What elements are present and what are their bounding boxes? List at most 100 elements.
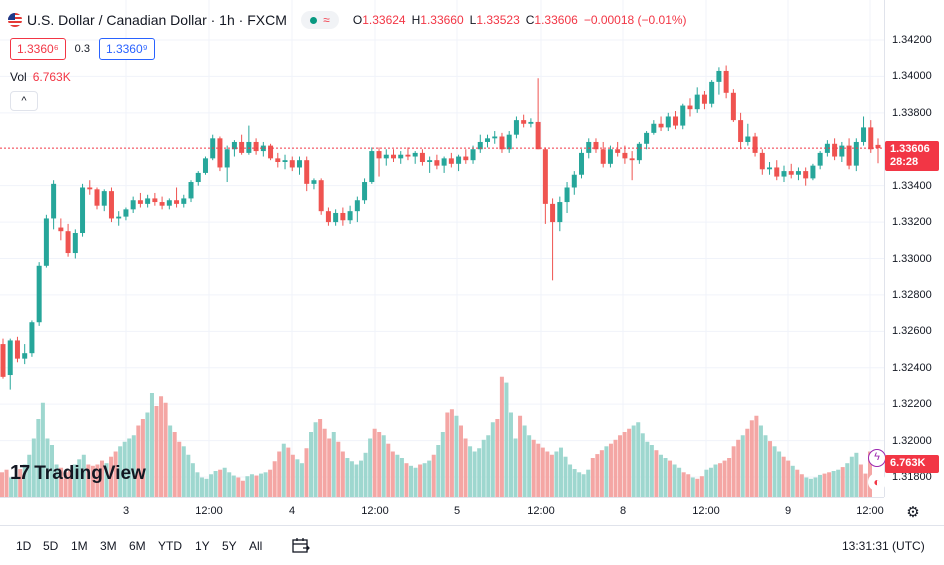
candle-up <box>166 200 172 206</box>
volume-bar <box>531 439 536 497</box>
candle-down <box>759 152 765 170</box>
volume-bar <box>413 467 418 497</box>
candle-up <box>282 160 288 162</box>
volume-bar <box>486 435 491 497</box>
volume-bar <box>27 454 32 497</box>
range-button-3m[interactable]: 3M <box>100 539 117 553</box>
volume-bar <box>645 441 650 497</box>
time-axis[interactable]: 3 12:00 4 12:00 5 12:00 8 12:00 9 12:00 <box>0 497 884 525</box>
candle-down <box>593 141 599 150</box>
range-button-1d[interactable]: 1D <box>16 539 32 553</box>
change-value: −0.00018 (−0.01%) <box>583 13 687 27</box>
volume-bar <box>304 448 309 497</box>
candle-up <box>72 233 78 254</box>
candle-up <box>398 154 404 159</box>
volume-bar <box>90 465 95 497</box>
volume-bar <box>758 425 763 497</box>
range-button-ytd[interactable]: YTD <box>158 539 182 553</box>
market-status[interactable]: ≈ <box>300 11 339 29</box>
volume-bar <box>186 454 191 497</box>
range-button-5d[interactable]: 5D <box>43 539 59 553</box>
volume-bar <box>254 475 259 497</box>
candle-down <box>629 158 635 161</box>
volume-legend: Vol 6.763K <box>10 70 71 84</box>
candlestick-chart[interactable] <box>0 0 884 497</box>
candle-up <box>101 191 107 206</box>
volume-bar <box>577 472 582 497</box>
candle-down <box>774 167 780 177</box>
volume-bar <box>736 439 741 497</box>
volume-bar <box>868 451 872 497</box>
tradingview-logo[interactable]: 17 TradingView <box>10 462 146 485</box>
volume-bar <box>18 469 23 497</box>
volume-bar <box>786 460 791 497</box>
volume-bar <box>95 464 100 497</box>
us-flag-icon <box>8 13 22 27</box>
volume-bar <box>363 452 368 497</box>
flash-icon[interactable]: ϟ <box>868 449 886 467</box>
symbol-title[interactable]: U.S. Dollar / Canadian Dollar · 1h · FXC… <box>27 12 287 28</box>
volume-bar <box>418 464 423 497</box>
volume-bar <box>290 454 295 497</box>
candle-up <box>51 183 57 219</box>
volume-bar <box>740 435 745 497</box>
time-tick-label: 12:00 <box>195 505 223 517</box>
chart-pane[interactable]: U.S. Dollar / Canadian Dollar · 1h · FXC… <box>0 0 884 497</box>
candle-up <box>202 158 208 173</box>
candle-down <box>318 180 324 212</box>
low-value: 1.33523 <box>476 13 520 27</box>
candle-down <box>108 191 114 219</box>
volume-bar <box>768 441 773 497</box>
volume-bar <box>281 443 286 497</box>
price-axis[interactable]: 1.34200 1.34000 1.33800 1.33400 1.33200 1.330… <box>884 0 944 497</box>
volume-bar <box>799 474 804 497</box>
volume-bar <box>149 393 154 497</box>
calendar-goto-icon[interactable] <box>290 535 312 557</box>
buy-button[interactable]: 1.3360⁹ <box>98 38 155 60</box>
candle-up <box>80 187 86 234</box>
volume-bar <box>59 467 64 497</box>
candle-up <box>195 172 201 183</box>
volume-bar <box>236 477 241 497</box>
open-value: 1.33624 <box>362 13 406 27</box>
volume-bar <box>399 458 404 497</box>
candles <box>0 65 881 390</box>
sell-button[interactable]: 1.3360⁶ <box>10 38 66 60</box>
volume-bar <box>299 463 304 497</box>
volume-bar <box>409 465 414 497</box>
bottom-toolbar: 1D 5D 1M 3M 6M YTD 1Y 5Y All 13:31:31 (UTC) <box>0 525 944 565</box>
candle-up <box>477 141 483 150</box>
clock[interactable]: 13:31:31 (UTC) <box>842 539 925 553</box>
volume-bar <box>163 402 168 497</box>
range-button-6m[interactable]: 6M <box>129 539 146 553</box>
collapse-legend-button[interactable]: ^ <box>10 91 38 111</box>
candle-up <box>528 121 534 124</box>
range-button-5y[interactable]: 5Y <box>222 539 237 553</box>
gear-icon[interactable]: ⚙ <box>906 504 920 521</box>
candle-up <box>369 151 375 183</box>
candle-up <box>456 156 462 164</box>
candle-up <box>636 143 642 161</box>
volume-bar <box>377 432 382 497</box>
volume-bar <box>654 450 659 497</box>
volume-bar <box>599 450 604 497</box>
price-tick-label: 1.33400 <box>892 179 932 192</box>
candle-up <box>145 198 151 204</box>
volume-bar <box>272 461 277 497</box>
candle-down <box>868 127 874 150</box>
volume-bar <box>359 460 364 497</box>
candle-down <box>419 152 425 162</box>
volume-bar <box>745 428 750 497</box>
alert-icon[interactable]: ◐ <box>868 473 886 491</box>
price-tick-label: 1.32800 <box>892 288 932 301</box>
current-price-tag: 1.33606 28:28 <box>885 141 939 171</box>
candle-down <box>376 151 382 159</box>
volume-bar <box>722 460 727 497</box>
range-button-1y[interactable]: 1Y <box>195 539 210 553</box>
range-button-all[interactable]: All <box>249 539 263 553</box>
volume-bar <box>9 477 14 497</box>
candle-down <box>875 144 881 149</box>
volume-bar <box>849 456 854 497</box>
close-label: C <box>525 13 535 27</box>
range-button-1m[interactable]: 1M <box>71 539 88 553</box>
